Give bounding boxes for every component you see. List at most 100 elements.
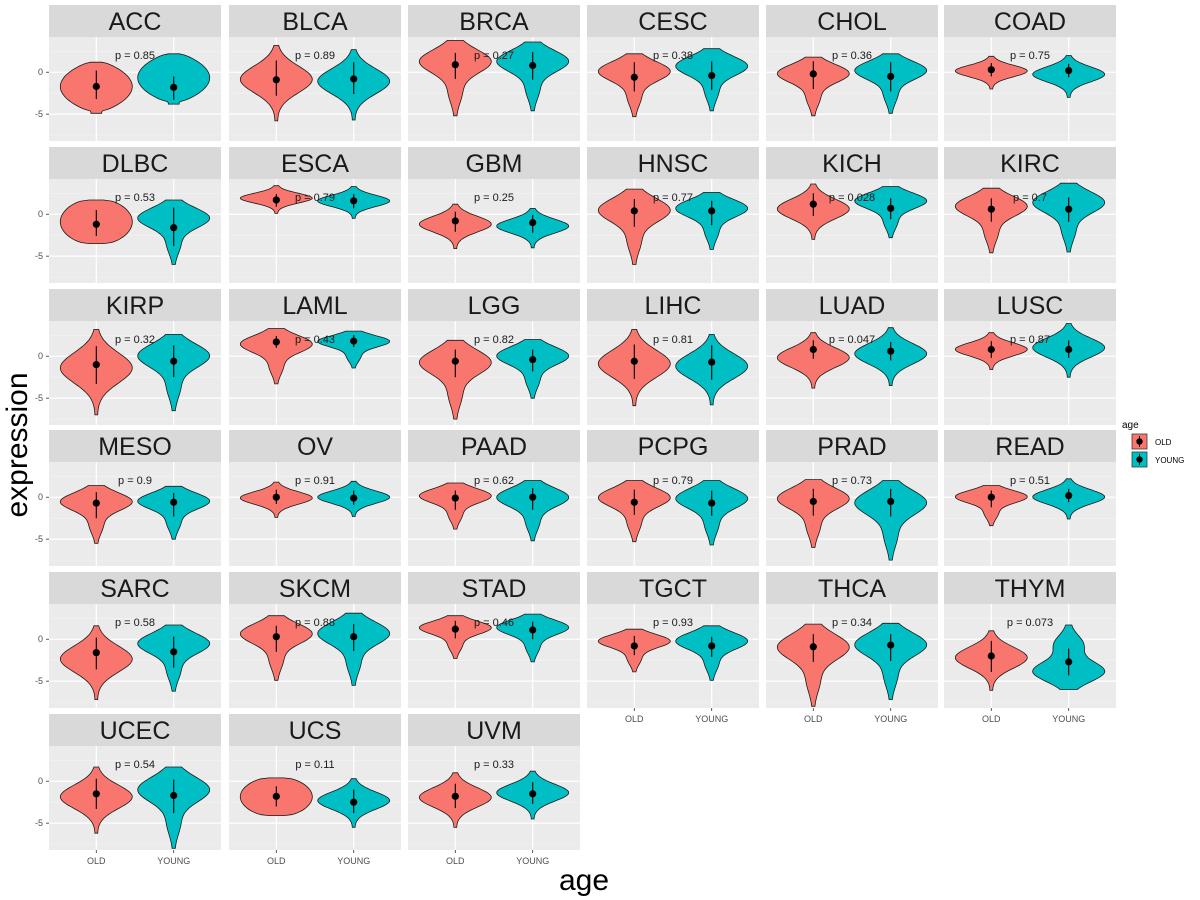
- facet-strip-label: BLCA: [282, 8, 348, 36]
- p-value-label: p = 0.53: [115, 192, 155, 204]
- facet-strip: [229, 572, 401, 604]
- median-point-old: [809, 345, 817, 354]
- panel-background: [766, 37, 938, 141]
- facet-luad: LUAD p = 0.047: [766, 289, 938, 425]
- p-value-label: p = 0.88: [295, 617, 335, 629]
- median-point-old: [451, 217, 459, 225]
- median-point-old: [272, 196, 280, 204]
- p-value-label: p = 0.75: [1010, 50, 1050, 62]
- median-point-old: [451, 61, 459, 69]
- median-point-old: [92, 220, 100, 228]
- p-value-label: p = 0.11: [295, 759, 334, 771]
- gridlines: [587, 462, 759, 566]
- legend-key-point: [1136, 438, 1143, 445]
- median-point-young: [350, 197, 358, 205]
- facet-strip: [229, 5, 401, 37]
- y-tick-label: -5: [35, 109, 43, 119]
- facet-strip-label: HNSC: [638, 150, 709, 178]
- facet-strip-label: UCS: [289, 717, 342, 745]
- facet-read: READ p = 0.51: [944, 430, 1116, 566]
- facet-panels: ACC p = 0.85 0 -5 BLCA p = 0.89 BRCA p = 0.27 CE…: [35, 5, 1116, 866]
- facet-strip: [229, 430, 401, 462]
- facet-strip: [49, 430, 221, 462]
- x-tick-label: OLD: [87, 856, 106, 866]
- facet-strip: [587, 289, 759, 321]
- facet-stad: STAD p = 0.46: [408, 572, 580, 708]
- p-value-label: p = 0.25: [474, 192, 514, 204]
- x-tick-label: OLD: [982, 714, 1001, 724]
- facet-meso: MESO p = 0.9 0 -5: [35, 430, 221, 566]
- median-point-young: [887, 204, 895, 212]
- facet-strip: [944, 147, 1116, 179]
- median-point-old: [630, 73, 638, 81]
- median-point-young: [170, 498, 178, 506]
- facet-strip: [944, 430, 1116, 462]
- median-point-young: [708, 71, 716, 80]
- facet-strip-label: GBM: [466, 150, 523, 178]
- facet-brca: BRCA p = 0.27: [408, 5, 580, 141]
- panel-background: [587, 604, 759, 708]
- p-value-label: p = 0.81: [653, 334, 693, 346]
- facet-strip-label: THYM: [995, 575, 1066, 603]
- median-point-young: [529, 219, 537, 227]
- facet-lihc: LIHC p = 0.81: [587, 289, 759, 425]
- median-point-old: [809, 643, 817, 651]
- median-point-old: [987, 652, 995, 660]
- median-point-old: [630, 357, 638, 365]
- facet-strip: [229, 147, 401, 179]
- y-tick-label: 0: [38, 209, 43, 219]
- facet-strip: [944, 5, 1116, 37]
- facet-paad: PAAD p = 0.62: [408, 430, 580, 566]
- median-point-old: [451, 792, 459, 800]
- p-value-label: p = 0.73: [832, 475, 872, 487]
- facet-ov: OV p = 0.91: [229, 430, 401, 566]
- median-point-old: [92, 499, 100, 507]
- median-point-young: [350, 494, 358, 502]
- facet-hnsc: HNSC p = 0.77: [587, 147, 759, 283]
- facet-strip: [587, 5, 759, 37]
- facet-strip-label: LUAD: [819, 292, 886, 320]
- violin-old: [418, 339, 492, 420]
- median-point-young: [170, 648, 178, 656]
- p-value-label: p = 0.58: [115, 617, 155, 629]
- y-tick-label: -5: [35, 251, 43, 261]
- median-point-old: [272, 76, 280, 84]
- facet-strip: [766, 572, 938, 604]
- facet-strip: [766, 430, 938, 462]
- facet-strip-label: CHOL: [817, 8, 887, 36]
- median-point-young: [170, 791, 178, 800]
- y-tick-label: -5: [35, 534, 43, 544]
- p-value-label: p = 0.073: [1007, 617, 1053, 629]
- median-point-old: [630, 498, 638, 506]
- facet-strip-label: MESO: [98, 433, 172, 461]
- facet-laml: LAML p = 0.43: [229, 289, 401, 425]
- facet-strip-label: READ: [995, 433, 1064, 461]
- median-point-young: [170, 83, 178, 91]
- p-value-label: p = 0.89: [295, 50, 335, 62]
- x-tick-label: YOUNG: [874, 714, 907, 724]
- facet-strip-label: LGG: [468, 292, 521, 320]
- facet-strip: [408, 430, 580, 462]
- facet-strip: [229, 714, 401, 746]
- facet-strip: [766, 289, 938, 321]
- facet-tgct: TGCT p = 0.93 OLD YOUNG: [587, 572, 759, 724]
- median-point-old: [92, 790, 100, 798]
- facet-strip-label: SARC: [100, 575, 169, 603]
- median-point-young: [1065, 345, 1073, 354]
- median-point-young: [708, 207, 716, 215]
- facet-strip: [766, 5, 938, 37]
- p-value-label: p = 0.43: [295, 334, 335, 346]
- median-point-young: [1065, 658, 1073, 666]
- facet-coad: COAD p = 0.75: [944, 5, 1116, 141]
- facet-ucs: UCS p = 0.11 OLD YOUNG: [229, 714, 401, 866]
- facet-strip: [49, 572, 221, 604]
- facet-strip: [408, 5, 580, 37]
- facet-strip-label: KICH: [822, 150, 882, 178]
- facet-strip-label: KIRP: [106, 292, 164, 320]
- facet-strip: [944, 572, 1116, 604]
- facet-strip: [587, 430, 759, 462]
- facet-blca: BLCA p = 0.89: [229, 5, 401, 141]
- legend-item-old: OLD: [1131, 433, 1172, 450]
- median-point-young: [529, 790, 537, 798]
